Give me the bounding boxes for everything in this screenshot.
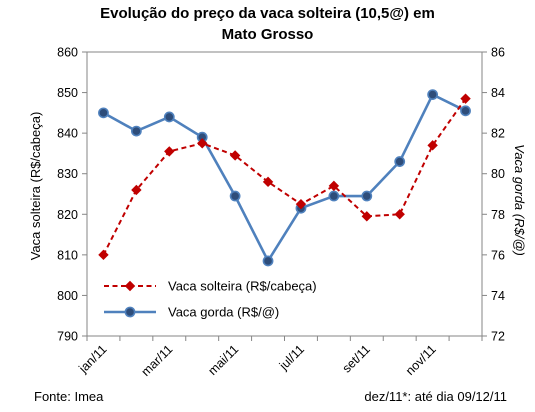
right-axis: 72 74 76 78 80 82 84 86 Vaca gorda (R$/@) <box>482 46 527 344</box>
data-point <box>98 249 109 261</box>
legend-marker <box>124 306 136 318</box>
data-point <box>328 180 340 192</box>
series-line <box>102 92 467 264</box>
right-tick-label: 74 <box>491 289 505 303</box>
data-point <box>197 138 208 149</box>
data-point <box>130 125 142 137</box>
left-tick-label: 810 <box>57 248 78 262</box>
data-point <box>163 111 175 123</box>
left-tick-label: 830 <box>57 167 78 181</box>
left-tick-label: 820 <box>57 208 78 222</box>
data-point <box>328 190 340 202</box>
left-axis: 790 800 810 820 830 840 850 860 Vaca solteira (R… <box>28 46 87 344</box>
right-tick-label: 78 <box>491 208 505 222</box>
data-point <box>295 198 307 210</box>
data-point <box>394 156 406 167</box>
series-layer <box>98 89 471 267</box>
legend-item: Vaca solteira (R$/cabeça) <box>104 279 317 294</box>
data-point <box>98 107 109 119</box>
left-axis-title: Vaca solteira (R$/cabeça) <box>28 112 43 261</box>
data-point <box>460 93 471 104</box>
footer-source: Fonte: Imea <box>34 389 104 404</box>
right-tick-label: 84 <box>491 86 505 100</box>
right-tick-label: 80 <box>491 167 505 181</box>
right-tick-label: 82 <box>491 127 505 141</box>
data-point <box>427 89 439 100</box>
chart-title-line-2: Mato Grosso <box>221 26 314 43</box>
right-tick-label: 72 <box>491 330 505 344</box>
data-point <box>262 255 274 267</box>
left-tick-label: 800 <box>57 289 78 303</box>
data-point <box>229 150 241 161</box>
data-point <box>361 190 373 202</box>
x-tick-label: nov/11 <box>403 342 439 378</box>
x-tick-label: jul/11 <box>276 342 307 373</box>
right-axis-title: Vaca gorda (R$/@) <box>512 144 527 256</box>
series-line <box>102 98 467 256</box>
left-tick-label: 790 <box>57 330 78 344</box>
x-tick-label: mar/11 <box>139 342 176 379</box>
legend-label: Vaca solteira (R$/cabeça) <box>168 279 317 294</box>
left-tick-label: 840 <box>57 127 78 141</box>
data-point <box>394 209 405 220</box>
x-tick-label: set/11 <box>340 342 373 375</box>
right-tick-label: 76 <box>491 248 505 262</box>
legend-label: Vaca gorda (R$/@) <box>168 305 279 320</box>
series-vaca-gorda <box>98 89 471 267</box>
left-tick-label: 850 <box>57 86 78 100</box>
series-vaca-solteira <box>98 93 471 261</box>
data-point <box>427 140 438 151</box>
data-point <box>262 176 274 188</box>
right-tick-label: 86 <box>491 46 505 60</box>
legend-marker <box>124 280 136 292</box>
x-axis: jan/11 mar/11 mai/11 jul/11 set/11 nov/11 <box>76 336 483 379</box>
x-tick-label: mai/11 <box>205 342 241 378</box>
left-tick-label: 860 <box>57 46 78 60</box>
data-point <box>131 184 142 196</box>
chart-title: Evolução do preço da vaca solteira (10,5… <box>0 3 535 45</box>
legend-item: Vaca gorda (R$/@) <box>104 305 279 320</box>
chart-title-line-1: Evolução do preço da vaca solteira (10,5… <box>100 5 435 22</box>
data-point <box>164 146 175 157</box>
legend: Vaca solteira (R$/cabeça) Vaca gorda (R$/… <box>104 279 317 320</box>
footer-note: dez/11*: até dia 09/12/11 <box>364 389 507 404</box>
data-point <box>361 211 372 222</box>
data-point <box>229 190 241 202</box>
data-point <box>460 105 471 117</box>
x-tick-label: jan/11 <box>76 342 110 376</box>
